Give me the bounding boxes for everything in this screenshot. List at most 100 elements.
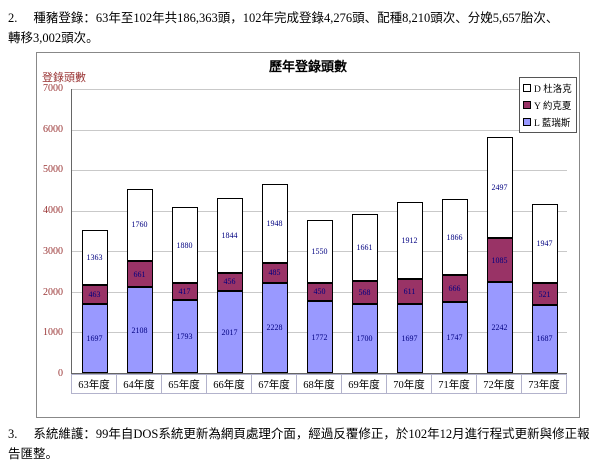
bar-segment-value: 568: [358, 288, 371, 298]
bar-segment-value: 450: [313, 287, 326, 297]
bar-segment-value: 456: [223, 277, 236, 287]
bar-segment: 1085: [486, 238, 513, 283]
x-axis-label: 72年度: [476, 374, 522, 394]
bar-segment: 485: [261, 262, 288, 283]
bar-segment: 417: [171, 283, 198, 301]
x-axis-label: 71年度: [431, 374, 477, 394]
bar-segment: 1661: [351, 213, 378, 281]
y-axis-tick-label: 3000: [43, 245, 63, 257]
bar-segment-value: 1866: [446, 232, 463, 242]
bar-segment: 1844: [216, 197, 243, 273]
bar-segment-value: 1085: [491, 255, 508, 265]
bar-slot: 1697 463 1363: [72, 89, 117, 373]
x-axis-label: 64年度: [116, 374, 162, 394]
bar-segment: 611: [396, 279, 423, 305]
bar-segment: 1363: [81, 230, 108, 286]
stacked-bar: 1747 666 1866: [441, 89, 468, 373]
paragraph-3: 3. 系統維護：99年自DOS系統更新為網頁處理介面，經過反覆修正，於102年12…: [8, 424, 592, 464]
bar-segment: 1912: [396, 201, 423, 280]
bar-segment-value: 463: [88, 290, 101, 300]
bar-segment: 1793: [171, 300, 198, 373]
stacked-bar: 1697 611 1912: [396, 89, 423, 373]
bar-segment-value: 1363: [86, 253, 103, 263]
bar-segment-value: 2108: [131, 325, 148, 335]
gridline: [72, 170, 567, 172]
legend-label: Y 約克夏: [534, 102, 572, 112]
bar-segment-value: 666: [448, 284, 461, 294]
legend-label: L 藍瑞斯: [534, 119, 571, 129]
x-axis-label: 68年度: [296, 374, 342, 394]
y-axis-title: 登錄頭數: [42, 72, 86, 84]
stacked-bar: 2108 661 1760: [126, 89, 153, 373]
bar-segment-value: 2228: [266, 323, 283, 333]
bar-segment: 1947: [531, 204, 558, 284]
bar-segment: 2497: [486, 136, 513, 239]
bar-segment-value: 2497: [491, 182, 508, 192]
bar-segment: 456: [216, 272, 243, 292]
stacked-bar: 2228 485 1948: [261, 89, 288, 373]
bar-segment-value: 1697: [401, 334, 418, 344]
bar-segment: 521: [531, 283, 558, 305]
bar-segment-value: 521: [538, 289, 551, 299]
y-axis-tick-label: 5000: [43, 164, 63, 176]
y-axis-tick-labels: 0 1000 2000 3000 4000 5000 6000 7000: [37, 83, 65, 379]
bar-segment: 661: [126, 260, 153, 288]
bar-slot: 2228 485 1948: [252, 89, 297, 373]
bar-segment-value: 1687: [536, 334, 553, 344]
bar-segment-value: 1844: [221, 230, 238, 240]
bar-segment-value: 1948: [266, 218, 283, 228]
bar-segment: 2108: [126, 287, 153, 373]
y-axis-tick-label: 2000: [43, 286, 63, 298]
bar-segment-value: 1880: [176, 240, 193, 250]
bar-segment-value: 1697: [86, 334, 103, 344]
x-axis-label: 73年度: [521, 374, 567, 394]
paragraph-2-number: 2.: [8, 11, 18, 25]
x-axis-label: 67年度: [251, 374, 297, 394]
bar-segment-value: 1793: [176, 332, 193, 342]
bar-segment: 1948: [261, 183, 288, 263]
bar-segment-value: 1550: [311, 246, 328, 256]
legend-swatch: [523, 118, 531, 126]
bar-slot: 1772 450 1550: [297, 89, 342, 373]
paragraph-3-number: 3.: [8, 427, 18, 441]
x-axis-label: 66年度: [206, 374, 252, 394]
stacked-bar: 1793 417 1880: [171, 89, 198, 373]
legend-entry: Y 約克夏: [523, 98, 573, 112]
bar-segment: 1697: [396, 304, 423, 373]
bar-segment-value: 417: [178, 287, 191, 297]
stacked-bar: 1687 521 1947: [531, 89, 558, 373]
bar-segment-value: 2242: [491, 323, 508, 333]
plot-area: 1697 463 1363 2108 661 1760 1793 417 1880 2017 456…: [71, 89, 567, 374]
bar-segment: 2228: [261, 282, 288, 373]
bar-segment-value: 1912: [401, 236, 418, 246]
bar-segment-value: 1760: [131, 220, 148, 230]
bar-segment-value: 1700: [356, 334, 373, 344]
stacked-bar: 1772 450 1550: [306, 89, 333, 373]
bar-segment: 1772: [306, 301, 333, 373]
stacked-bar: 2017 456 1844: [216, 89, 243, 373]
legend: D 杜洛克 Y 約克夏 L 藍瑞斯: [519, 77, 577, 133]
bar-segment-value: 2017: [221, 327, 238, 337]
bar-segment: 1697: [81, 304, 108, 373]
stacked-bar: 2242 1085 2497: [486, 89, 513, 373]
bar-segment-value: 1747: [446, 333, 463, 343]
bar-segment-value: 1661: [356, 242, 373, 252]
bar-segment: 1700: [351, 304, 378, 373]
bar-segment-value: 1772: [311, 332, 328, 342]
stacked-bar: 1697 463 1363: [81, 89, 108, 373]
bar-segment: 1760: [126, 189, 153, 261]
bars-layer: 1697 463 1363 2108 661 1760 1793 417 1880 2017 456…: [72, 89, 567, 373]
bar-segment: 2242: [486, 282, 513, 373]
bar-slot: 1700 568 1661: [342, 89, 387, 373]
stacked-bar: 1700 568 1661: [351, 89, 378, 373]
y-axis-tick-label: 6000: [43, 123, 63, 135]
bar-segment: 1550: [306, 219, 333, 283]
bar-slot: 1687 521 1947: [522, 89, 567, 373]
x-axis-labels: 63年度 64年度 65年度 66年度 67年度 68年度 69年度 70年度 71年度 72年度…: [71, 374, 567, 394]
legend-swatch: [523, 84, 531, 92]
bar-segment-value: 611: [403, 287, 416, 297]
bar-segment: 568: [351, 281, 378, 305]
bar-slot: 2017 456 1844: [207, 89, 252, 373]
bar-segment: 2017: [216, 291, 243, 373]
